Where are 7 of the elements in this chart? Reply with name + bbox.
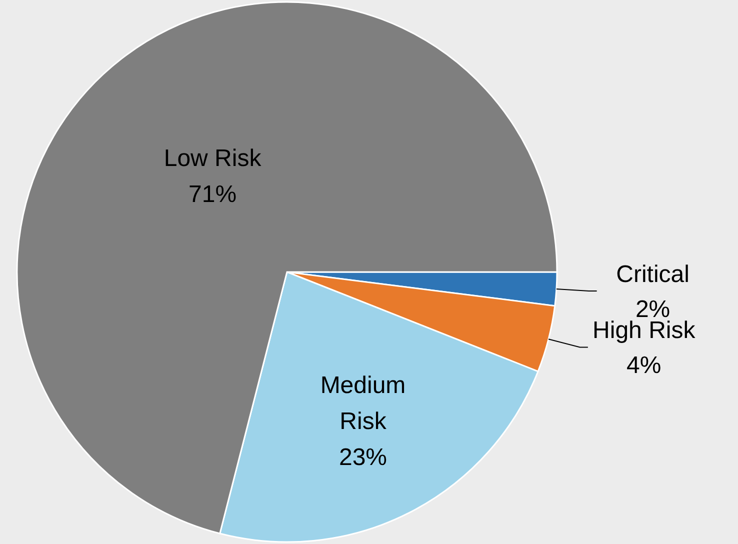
slice-label: Critical [616,260,690,288]
data-label: 4% [626,352,662,380]
slice-label: Medium Risk [320,372,406,436]
data-label: 71% [188,180,237,208]
slice-label: High Risk [592,317,696,344]
slice-label: Low Risk [164,144,262,172]
data-label: 23% [338,444,388,472]
